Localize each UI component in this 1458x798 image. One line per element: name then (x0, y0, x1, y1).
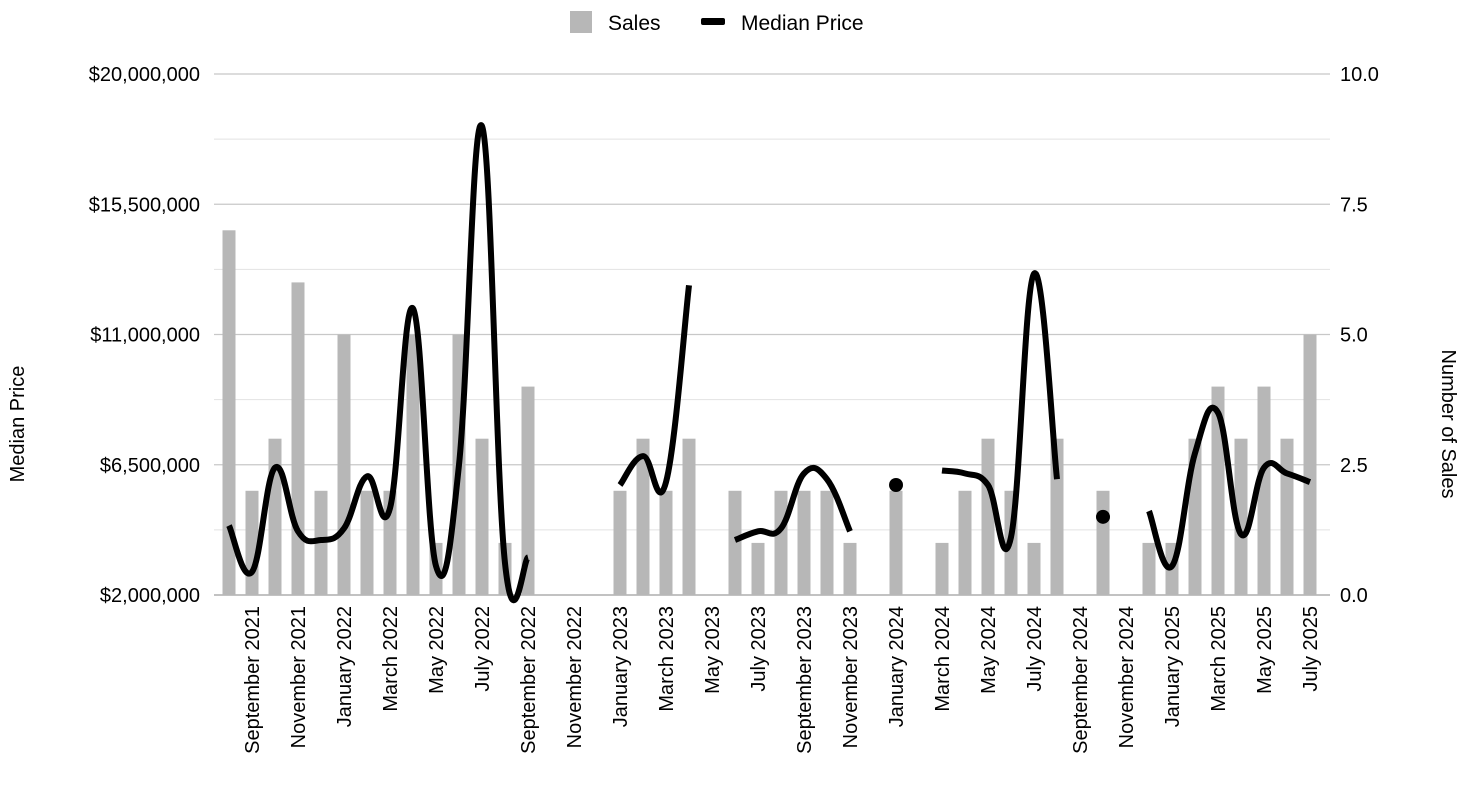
sales-bar (797, 490, 811, 595)
sales-bar (337, 334, 351, 595)
median-price-point (1096, 509, 1110, 524)
right-tick-label: 0.0 (1340, 585, 1368, 607)
left-axis-title: Median Price (7, 366, 29, 483)
median-price-point (889, 478, 903, 493)
sales-bar (935, 542, 949, 595)
x-tick-label: September 2021 (242, 606, 264, 754)
sales-bar (636, 438, 650, 595)
left-tick-label: $2,000,000 (100, 585, 200, 607)
x-tick-label: January 2022 (334, 606, 356, 727)
legend-label-median-price: Median Price (741, 12, 864, 35)
right-axis-ticks: 0.0 2.5 5.0 7.5 10.0 (1340, 64, 1379, 607)
left-tick-label: $15,500,000 (89, 194, 200, 216)
left-tick-label: $6,500,000 (100, 455, 200, 477)
gridlines (214, 73, 1330, 596)
x-tick-label: March 2022 (380, 606, 402, 712)
sales-bar (268, 438, 282, 595)
x-tick-label: November 2024 (1116, 606, 1138, 748)
right-tick-label: 2.5 (1340, 455, 1368, 477)
x-tick-label: May 2024 (978, 606, 1000, 694)
sales-bar (682, 438, 696, 595)
x-tick-label: May 2025 (1254, 606, 1276, 694)
sales-bar (1142, 542, 1156, 595)
x-tick-label: July 2022 (472, 606, 494, 692)
sales-bar (1280, 438, 1294, 595)
sales-bar (475, 438, 489, 595)
x-tick-label: November 2023 (840, 606, 862, 748)
median-price-line (226, 122, 1312, 603)
x-tick-label: January 2025 (1162, 606, 1184, 727)
right-tick-label: 5.0 (1340, 325, 1368, 347)
sales-bar (1027, 542, 1041, 595)
sales-bar (245, 490, 259, 595)
median-price-segment (617, 284, 692, 496)
right-tick-label: 7.5 (1340, 194, 1368, 216)
sales-bars (222, 230, 1317, 596)
x-tick-label: May 2023 (702, 606, 724, 694)
x-tick-label: March 2024 (932, 606, 954, 712)
x-tick-label: November 2021 (288, 606, 310, 748)
right-tick-label: 10.0 (1340, 64, 1379, 86)
x-tick-label: July 2023 (748, 606, 770, 692)
median-price-segment (941, 270, 1060, 552)
x-tick-label: January 2024 (886, 606, 908, 727)
x-tick-label: November 2022 (564, 606, 586, 748)
x-tick-label: September 2024 (1070, 606, 1092, 754)
sales-bar (958, 490, 972, 595)
sales-bar (889, 490, 903, 595)
left-tick-label: $20,000,000 (89, 64, 200, 86)
sales-bar (820, 490, 834, 595)
sales-bar (774, 490, 788, 595)
sales-bar (659, 490, 673, 595)
x-tick-label: May 2022 (426, 606, 448, 694)
sales-bar (751, 542, 765, 595)
median-price-segment (1146, 404, 1312, 571)
legend-label-sales: Sales (608, 12, 661, 35)
sales-bar (843, 542, 857, 595)
left-axis-ticks: $2,000,000 $6,500,000 $11,000,000 $15,500,0… (89, 64, 200, 607)
x-tick-label: September 2023 (794, 606, 816, 754)
legend-swatch-median-price (701, 18, 725, 25)
sales-bar (1234, 438, 1248, 595)
x-tick-label: March 2025 (1208, 606, 1230, 712)
x-axis-ticks: September 2021 November 2021 January 2022 M… (242, 606, 1322, 754)
sales-bar (613, 490, 627, 595)
sales-bar (1050, 438, 1064, 595)
median-price-segment (733, 464, 853, 543)
sales-bar (981, 438, 995, 595)
legend-swatch-sales (570, 11, 592, 33)
sales-bar (360, 490, 374, 595)
sales-bar (728, 490, 742, 595)
sales-bar (1257, 386, 1271, 595)
right-axis-title: Number of Sales (1437, 350, 1458, 499)
sales-bar (222, 230, 236, 596)
x-tick-label: July 2024 (1024, 606, 1046, 692)
sales-bar (1096, 490, 1110, 595)
x-tick-label: September 2022 (518, 606, 540, 754)
x-tick-label: January 2023 (610, 606, 632, 727)
sales-bar (1303, 334, 1317, 595)
x-tick-label: March 2023 (656, 606, 678, 712)
sales-bar (406, 334, 420, 595)
left-tick-label: $11,000,000 (90, 325, 200, 347)
sales-bar (291, 282, 305, 595)
x-tick-label: July 2025 (1300, 606, 1322, 692)
sales-bar (521, 386, 535, 595)
median-price-segment (226, 122, 531, 603)
legend: Sales Median Price (570, 11, 864, 35)
